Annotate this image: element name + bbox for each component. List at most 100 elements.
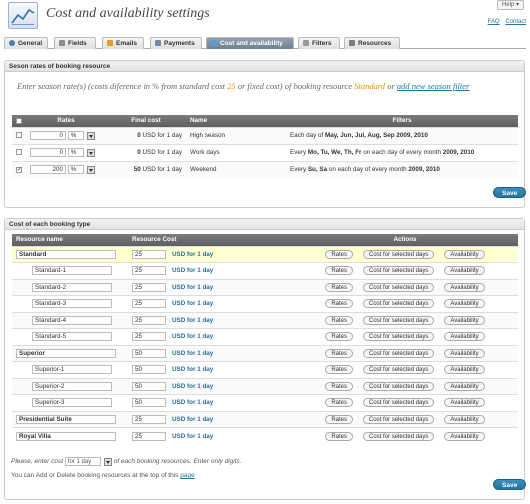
- section-title: Cost of each booking type: [5, 219, 524, 230]
- tab-cost-and-availability[interactable]: Cost and availability: [206, 37, 294, 49]
- rate-input[interactable]: 200: [30, 165, 66, 175]
- resource-cost-input[interactable]: 25: [132, 249, 166, 259]
- cost-for-selected-days-button[interactable]: Cost for selected days: [363, 431, 435, 441]
- resource-cost-input[interactable]: 25: [132, 431, 166, 441]
- save-season-button[interactable]: Save: [493, 187, 527, 198]
- tab-filters[interactable]: Filters: [298, 37, 340, 49]
- rates-button[interactable]: Rates: [325, 282, 354, 292]
- rates-button[interactable]: Rates: [325, 398, 354, 408]
- filters-header: Filters: [286, 115, 518, 127]
- table-row: 0 % 0 USD for 1 day Work days Every Mo, …: [12, 143, 518, 161]
- rate-input[interactable]: 0: [30, 148, 66, 157]
- contact-link[interactable]: Contact: [505, 19, 526, 25]
- save-costs-button[interactable]: Save: [493, 479, 527, 490]
- resource-name-input[interactable]: Standard-3: [32, 299, 112, 309]
- availability-button[interactable]: Availability: [444, 315, 485, 325]
- filter-text: on each day of every month: [327, 166, 409, 174]
- availability-button[interactable]: Availability: [444, 414, 485, 424]
- row-checkbox[interactable]: [16, 132, 22, 139]
- resource-name-input[interactable]: Standard-5: [32, 332, 112, 342]
- table-row: Superior 50 USD for 1 day Rates Cost for sel…: [12, 344, 518, 362]
- resource-name-input[interactable]: Royal Villa: [16, 431, 116, 441]
- resource-cost-input[interactable]: 50: [132, 348, 166, 358]
- resource-name-input[interactable]: Superior-2: [32, 381, 112, 391]
- resource-name-input[interactable]: Standard-4: [32, 315, 112, 325]
- tab-general[interactable]: General: [4, 37, 48, 49]
- resource-name-cell: Superior-3: [12, 394, 128, 411]
- row-checkbox[interactable]: ✓: [16, 166, 23, 173]
- select-all-checkbox[interactable]: [16, 117, 22, 124]
- rates-button[interactable]: Rates: [325, 365, 354, 375]
- resource-cost-input[interactable]: 25: [132, 414, 166, 424]
- resource-name-input[interactable]: Superior: [16, 348, 116, 358]
- resource-cost-input[interactable]: 50: [132, 398, 166, 408]
- rates-button[interactable]: Rates: [325, 414, 354, 424]
- cost-for-selected-days-button[interactable]: Cost for selected days: [363, 398, 435, 408]
- tab-emails[interactable]: Emails: [102, 37, 144, 49]
- cost-for-selected-days-button[interactable]: Cost for selected days: [363, 282, 435, 292]
- season-filter: Every Su, Sa on each day of every month …: [286, 160, 518, 178]
- rates-button[interactable]: Rates: [325, 266, 354, 276]
- resource-name-input[interactable]: Superior-1: [32, 365, 112, 375]
- resource-cost-input[interactable]: 25: [132, 299, 166, 309]
- availability-button[interactable]: Availability: [444, 431, 485, 441]
- cost-for-selected-days-button[interactable]: Cost for selected days: [363, 249, 435, 259]
- availability-button[interactable]: Availability: [444, 381, 485, 391]
- rate-input[interactable]: 0: [30, 131, 66, 140]
- availability-button[interactable]: Availability: [444, 332, 485, 342]
- resource-cost-input[interactable]: 25: [132, 315, 166, 325]
- tab-fields[interactable]: Fields: [54, 37, 96, 49]
- cost-unit-label: USD for 1 day: [172, 366, 214, 374]
- chevron-down-icon[interactable]: [86, 131, 95, 140]
- season-name: High season: [186, 126, 286, 144]
- cost-for-selected-days-button[interactable]: Cost for selected days: [363, 266, 435, 276]
- cost-for-selected-days-button[interactable]: Cost for selected days: [363, 365, 435, 375]
- rates-button[interactable]: Rates: [325, 332, 354, 342]
- cost-for-selected-days-button[interactable]: Cost for selected days: [363, 381, 435, 391]
- availability-button[interactable]: Availability: [444, 249, 485, 259]
- cost-for-selected-days-button[interactable]: Cost for selected days: [363, 348, 435, 358]
- availability-button[interactable]: Availability: [444, 266, 485, 276]
- tab-label: Fields: [68, 40, 87, 47]
- rates-button[interactable]: Rates: [325, 315, 354, 325]
- table-row: Superior-3 50 USD for 1 day Rates Cost for s…: [12, 394, 518, 411]
- add-season-filter-link[interactable]: add new season filter: [396, 81, 470, 91]
- rate-unit-select[interactable]: %: [67, 131, 84, 140]
- resource-cost-input[interactable]: 25: [132, 266, 166, 276]
- resource-cost-input[interactable]: 25: [132, 282, 166, 292]
- rates-button[interactable]: Rates: [325, 431, 354, 441]
- help-button[interactable]: Help ▾: [496, 0, 524, 10]
- rates-button[interactable]: Rates: [325, 249, 354, 259]
- faq-link[interactable]: FAQ: [487, 19, 500, 25]
- page-link[interactable]: page: [180, 472, 195, 479]
- rates-button[interactable]: Rates: [325, 348, 354, 358]
- availability-button[interactable]: Availability: [444, 365, 485, 375]
- resource-name-input[interactable]: Superior-3: [32, 398, 112, 408]
- cost-for-selected-days-button[interactable]: Cost for selected days: [363, 414, 435, 424]
- resource-cost-input[interactable]: 50: [132, 365, 166, 375]
- availability-button[interactable]: Availability: [444, 282, 485, 292]
- resource-cost-input[interactable]: 50: [132, 381, 166, 391]
- resource-name-input[interactable]: Standard: [16, 249, 116, 259]
- resource-name-input[interactable]: Standard-2: [32, 282, 112, 292]
- availability-button[interactable]: Availability: [444, 348, 485, 358]
- resource-cost-input[interactable]: 25: [132, 332, 166, 342]
- rates-button[interactable]: Rates: [325, 299, 354, 309]
- row-checkbox[interactable]: [16, 149, 22, 156]
- chevron-down-icon[interactable]: [103, 457, 112, 466]
- resource-name-input[interactable]: Standard-1: [32, 266, 112, 276]
- chevron-down-icon[interactable]: [86, 165, 95, 174]
- cost-period-select[interactable]: for 1 day: [64, 457, 101, 466]
- rate-unit-select[interactable]: %: [67, 165, 84, 175]
- availability-button[interactable]: Availability: [444, 398, 485, 408]
- resource-name-input[interactable]: Presidential Suite: [16, 414, 116, 424]
- cost-for-selected-days-button[interactable]: Cost for selected days: [363, 315, 435, 325]
- rates-button[interactable]: Rates: [325, 381, 354, 391]
- cost-for-selected-days-button[interactable]: Cost for selected days: [363, 299, 435, 309]
- chevron-down-icon[interactable]: [86, 148, 95, 157]
- rate-unit-select[interactable]: %: [67, 148, 84, 157]
- tab-payments[interactable]: Payments: [150, 37, 202, 49]
- availability-button[interactable]: Availability: [444, 299, 485, 309]
- cost-for-selected-days-button[interactable]: Cost for selected days: [363, 332, 435, 342]
- tab-resources[interactable]: Resources: [344, 37, 400, 49]
